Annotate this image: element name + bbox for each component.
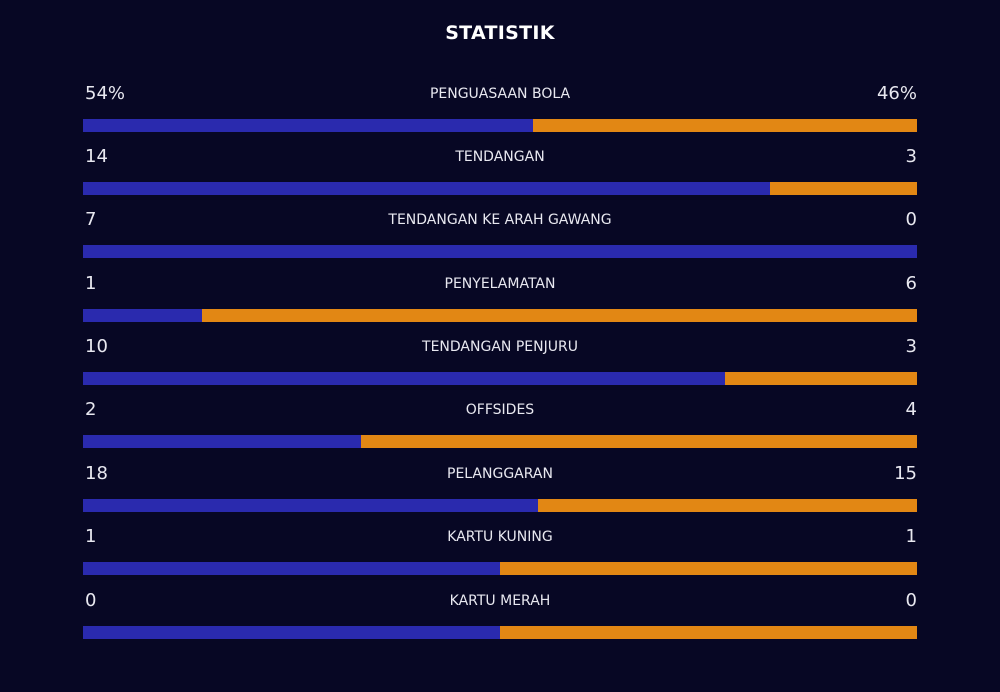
stat-label: TENDANGAN PENJURU	[422, 339, 578, 355]
away-bar-segment	[769, 182, 917, 195]
away-bar-segment	[724, 372, 917, 385]
stat-label: PELANGGARAN	[447, 466, 553, 482]
comparison-bar	[83, 372, 917, 385]
stat-label: PENYELAMATAN	[444, 276, 556, 292]
stat-row-corners: 10 TENDANGAN PENJURU 3	[83, 335, 917, 387]
home-value: 2	[85, 399, 97, 420]
away-bar-segment	[537, 499, 917, 512]
home-bar-segment	[83, 499, 538, 512]
stat-row-fouls: 18 PELANGGARAN 15	[83, 462, 917, 514]
home-value: 18	[85, 463, 108, 484]
stat-row-yellow-cards: 1 KARTU KUNING 1	[83, 525, 917, 577]
away-value: 1	[905, 526, 917, 547]
home-bar-segment	[83, 182, 770, 195]
stat-row-red-cards: 0 KARTU MERAH 0	[83, 589, 917, 641]
away-value: 0	[905, 209, 917, 230]
stat-label: PENGUASAAN BOLA	[429, 86, 571, 102]
stat-row-possession: 54% PENGUASAAN BOLA 46%	[83, 82, 917, 134]
away-value: 3	[905, 336, 917, 357]
comparison-bar	[83, 435, 917, 448]
away-value: 3	[905, 146, 917, 167]
away-value: 15	[894, 463, 917, 484]
home-bar-segment	[83, 119, 534, 132]
comparison-bar	[83, 562, 917, 575]
home-bar-segment	[83, 626, 500, 639]
home-value: 1	[85, 526, 97, 547]
away-value: 0	[905, 590, 917, 611]
away-value: 46%	[876, 83, 917, 104]
home-bar-segment	[83, 372, 725, 385]
stat-label: TENDANGAN	[455, 149, 545, 165]
away-value: 4	[905, 399, 917, 420]
comparison-bar	[83, 245, 917, 258]
comparison-bar	[83, 626, 917, 639]
stat-label: KARTU KUNING	[447, 529, 553, 545]
stat-label: KARTU MERAH	[449, 593, 551, 609]
home-value: 54%	[85, 83, 126, 104]
comparison-bar	[83, 309, 917, 322]
home-value: 1	[85, 273, 97, 294]
home-bar-segment	[83, 309, 203, 322]
away-bar-segment	[202, 309, 917, 322]
home-value: 0	[85, 590, 97, 611]
home-value: 14	[85, 146, 108, 167]
stat-row-shots: 14 TENDANGAN 3	[83, 145, 917, 197]
home-value: 7	[85, 209, 97, 230]
home-bar-segment	[83, 245, 917, 258]
away-bar-segment	[360, 435, 917, 448]
home-bar-segment	[83, 562, 500, 575]
comparison-bar	[83, 119, 917, 132]
away-value: 6	[905, 273, 917, 294]
stats-title: STATISTIK	[445, 22, 555, 44]
stat-label: OFFSIDES	[465, 402, 535, 418]
away-bar-segment	[533, 119, 917, 132]
home-bar-segment	[83, 435, 361, 448]
away-bar-segment	[500, 626, 917, 639]
comparison-bar	[83, 499, 917, 512]
stat-label: TENDANGAN KE ARAH GAWANG	[388, 212, 612, 228]
stat-row-offsides: 2 OFFSIDES 4	[83, 398, 917, 450]
stat-row-shots-on-target: 7 TENDANGAN KE ARAH GAWANG 0	[83, 208, 917, 260]
comparison-bar	[83, 182, 917, 195]
home-value: 10	[85, 336, 108, 357]
stat-row-saves: 1 PENYELAMATAN 6	[83, 272, 917, 324]
away-bar-segment	[500, 562, 917, 575]
